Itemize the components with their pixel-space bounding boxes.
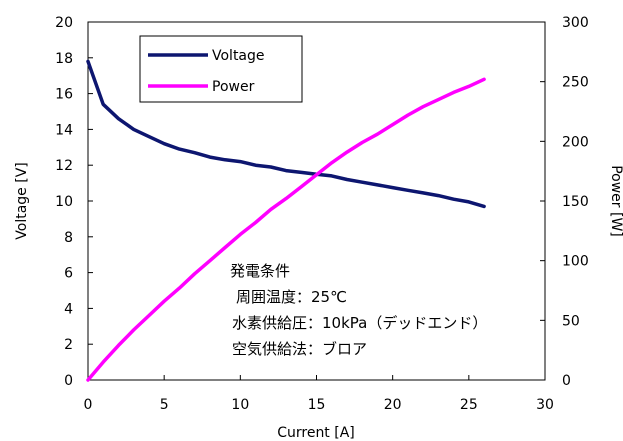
legend-label-voltage: Voltage [212, 48, 265, 64]
legend-label-power: Power [212, 79, 255, 95]
legend-box [139, 35, 303, 103]
x-tick-label: 15 [308, 397, 326, 413]
y-tick-label: 14 [55, 122, 73, 138]
y2-tick-label: 300 [562, 15, 589, 31]
y-tick-label: 10 [55, 194, 73, 210]
y2-tick-label: 150 [562, 194, 589, 210]
y2-tick-label: 250 [562, 75, 589, 91]
y-tick-label: 20 [55, 15, 73, 31]
y-tick-label: 12 [55, 158, 73, 174]
y2-tick-label: 0 [562, 373, 571, 389]
y-tick-label: 4 [64, 301, 73, 317]
x-axis-ticks: 0 5 10 15 20 25 30 [84, 375, 554, 413]
annotation-hydrogen-pressure: 水素供給圧：10kPa（デッドエンド） [232, 314, 487, 332]
x-tick-label: 10 [231, 397, 249, 413]
y-tick-label: 2 [64, 337, 73, 353]
x-tick-label: 20 [384, 397, 402, 413]
y2-axis-label: Power [W] [608, 165, 623, 237]
annotation-heading: 発電条件 [230, 262, 290, 280]
conditions-annotation: 発電条件 周囲温度：25℃ 水素供給圧：10kPa（デッドエンド） 空気供給法：… [230, 262, 487, 358]
x-tick-label: 0 [84, 397, 93, 413]
x-tick-label: 25 [460, 397, 478, 413]
series-line-power [86, 77, 486, 382]
x-tick-label: 30 [536, 397, 554, 413]
series-line-voltage [86, 59, 486, 209]
y-axis-label: Voltage [V] [14, 162, 30, 239]
y-axis-ticks: 0 2 4 6 8 10 12 14 16 18 20 [55, 15, 93, 389]
y2-tick-label: 100 [562, 254, 589, 270]
y2-axis-ticks: 0 50 100 150 200 250 300 [540, 15, 589, 389]
y-tick-label: 8 [64, 230, 73, 246]
y-tick-label: 16 [55, 87, 73, 103]
x-axis-label: Current [A] [277, 425, 355, 441]
y2-tick-label: 200 [562, 134, 589, 150]
series-layer [86, 59, 486, 382]
x-tick-label: 5 [160, 397, 169, 413]
y2-tick-label: 50 [562, 313, 580, 329]
y-tick-label: 0 [64, 373, 73, 389]
legend: Voltage Power [139, 35, 303, 103]
annotation-ambient-temp: 周囲温度：25℃ [236, 288, 347, 306]
y-tick-label: 18 [55, 51, 73, 67]
y-tick-label: 6 [64, 266, 73, 282]
annotation-air-supply: 空気供給法：ブロア [232, 340, 367, 358]
